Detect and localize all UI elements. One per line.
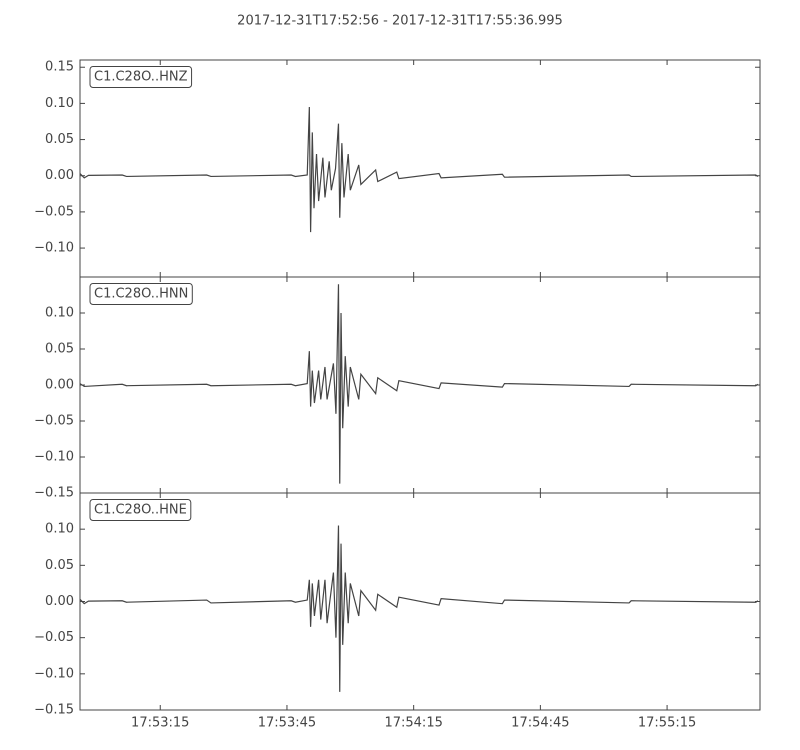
chart-title: 2017-12-31T17:52:56 - 2017-12-31T17:55:3… <box>237 14 563 29</box>
y-tick-label: −0.10 <box>34 666 74 681</box>
trace-label-box <box>89 66 193 88</box>
waveform <box>80 525 759 692</box>
x-tick-label: 17:54:15 <box>384 716 442 731</box>
x-tick-label: 17:53:45 <box>258 716 316 731</box>
y-tick-label: 0.10 <box>45 306 74 321</box>
y-tick-label: −0.05 <box>34 630 74 645</box>
y-tick-label: 0.00 <box>45 168 74 183</box>
y-tick-label: 0.15 <box>45 60 74 75</box>
y-tick-label: 0.05 <box>45 558 74 573</box>
trace-label: C1.C28O..HNN <box>94 287 188 302</box>
y-tick-label: −0.15 <box>34 486 74 501</box>
trace-label: C1.C28O..HNE <box>94 503 187 518</box>
y-tick-label: 0.10 <box>45 522 74 537</box>
y-tick-label: −0.10 <box>34 241 74 256</box>
trace-label: C1.C28O..HNZ <box>94 70 188 85</box>
y-tick-label: 0.10 <box>45 96 74 111</box>
y-tick-label: −0.05 <box>34 204 74 219</box>
trace-label-box <box>89 499 192 521</box>
y-tick-label: −0.05 <box>34 414 74 429</box>
waveform <box>80 284 759 484</box>
x-tick-label: 17:55:15 <box>638 716 696 731</box>
y-tick-label: 0.05 <box>45 342 74 357</box>
y-tick-label: −0.15 <box>34 703 74 718</box>
y-tick-label: 0.00 <box>45 594 74 609</box>
x-tick-label: 17:53:15 <box>131 716 189 731</box>
y-tick-label: 0.00 <box>45 378 74 393</box>
trace-label-box <box>89 283 193 305</box>
plot-frame <box>79 492 761 711</box>
waveform <box>80 107 759 233</box>
y-tick-label: 0.05 <box>45 132 74 147</box>
y-tick-label: −0.10 <box>34 450 74 465</box>
x-tick-label: 17:54:45 <box>511 716 569 731</box>
